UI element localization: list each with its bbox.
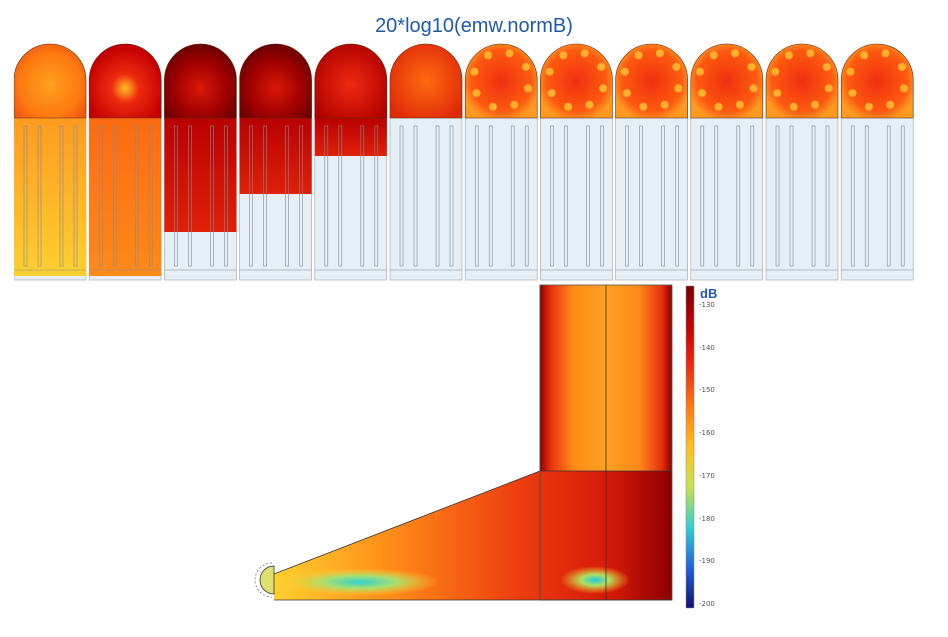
- plot-title: 20*log10(emw.normB): [375, 15, 573, 37]
- frame-11: [765, 43, 839, 281]
- color-legend-tick-0: -130: [699, 301, 715, 309]
- color-legend-tick-6: -190: [699, 557, 715, 566]
- color-legend-tick-4: -170: [699, 471, 715, 480]
- color-legend-tick-2: -150: [699, 386, 715, 395]
- frame-7: [464, 43, 538, 281]
- frame-5: [314, 43, 388, 281]
- color-legend-bar: [685, 285, 695, 609]
- frame-8: [540, 43, 613, 281]
- frame-1: [14, 43, 87, 281]
- frame-12: [840, 43, 914, 281]
- field-cross-section: [254, 284, 673, 601]
- color-legend-tick-1: -140: [699, 343, 715, 352]
- frame-4: [239, 43, 312, 281]
- color-legend-unit: dB: [700, 286, 718, 301]
- color-legend-tick-7: -200: [699, 600, 715, 608]
- frame-2: [88, 43, 162, 281]
- color-legend-tick-3: -160: [699, 429, 715, 438]
- frame-10: [690, 43, 764, 281]
- animation-frames-strip: [14, 43, 914, 281]
- low-field-spot-right: [560, 566, 630, 594]
- frame-9: [615, 43, 688, 281]
- frame-6: [389, 43, 463, 281]
- low-field-spot-left: [280, 568, 440, 596]
- frame-3: [164, 43, 237, 281]
- tapered-horn-region: [274, 471, 672, 600]
- color-legend-tick-5: -180: [699, 514, 715, 523]
- tip-cap: [259, 565, 275, 595]
